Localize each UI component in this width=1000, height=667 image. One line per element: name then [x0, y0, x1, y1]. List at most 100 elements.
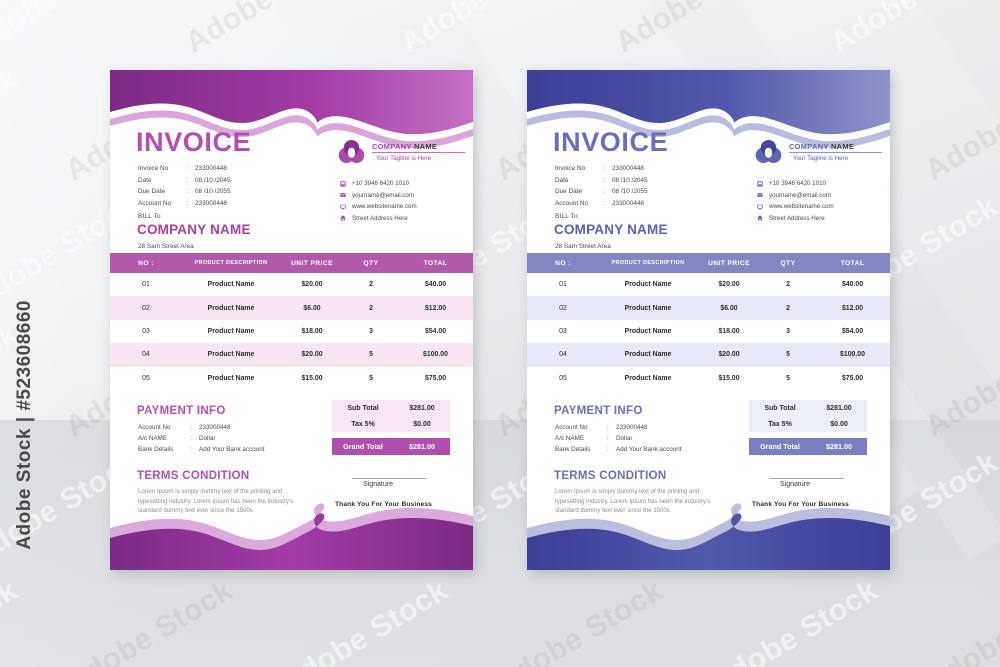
cell-no: 05 [142, 374, 150, 382]
cell-no: 05 [559, 374, 567, 382]
table-row[interactable]: 04 Product Name $20.00 5 $100.00 [110, 343, 473, 367]
watermark-text: Adobe Stock [395, 0, 574, 60]
contact-row[interactable]: Street Address Here [340, 213, 417, 225]
signature-label: Signature [363, 481, 393, 488]
cell-description: Product Name [207, 327, 255, 335]
website-icon [757, 204, 769, 210]
company-logo-icon [755, 140, 782, 163]
payment-info-list: Account No : 233000448 A/c NAME : Dollar… [138, 422, 264, 456]
company-name-divider [789, 152, 882, 153]
cell-description: Product Name [207, 304, 255, 312]
website-icon [757, 204, 763, 210]
watermark-text: Adobe Stock [0, 61, 24, 188]
invoice-meta: Invoice No : 233000448 Date : 08 /10 /20… [138, 163, 231, 209]
invoice-meta-row: Date : 08 /10 /2045 [138, 175, 231, 187]
signature-line [352, 478, 427, 479]
contact-row[interactable]: yourname@email.com [340, 190, 417, 202]
contact-text: +10 3946 6420 1010 [769, 180, 826, 188]
contact-text: yourname@email.com [769, 191, 831, 199]
contact-text: Street Address Here [352, 214, 408, 222]
watermark-text: Adobe Stock [0, 0, 144, 60]
tax-value: $0.00 [830, 420, 848, 428]
invoice-meta-row: Invoice No : 233000448 [138, 163, 231, 175]
payment-info-row: Account No : 233000448 [138, 422, 264, 433]
thank-you-message: Thank You For Your Business [752, 501, 849, 508]
payment-info-value: 233000448 [199, 424, 231, 431]
table-row[interactable]: 05 Product Name $15.00 5 $75.00 [110, 366, 473, 390]
payment-info-label: A/c NAME [555, 435, 585, 443]
contact-text: yourname@email.com [352, 191, 414, 199]
payment-info-value: Add Your Bank account [199, 446, 265, 454]
payment-info-title: PAYMENT INFO [137, 405, 226, 417]
cell-unit-price: $15.00 [718, 374, 740, 382]
payment-info-row: Bank Details : Add Your Bank account [138, 444, 264, 455]
cell-no: 03 [559, 327, 567, 335]
invoice-meta-separator: : [186, 199, 188, 207]
payment-info-separator: : [190, 435, 192, 443]
payment-info-label: Bank Details [555, 446, 591, 454]
contact-row[interactable]: +10 3946 6420 1010 [340, 178, 417, 190]
table-header-no: NO : [555, 259, 571, 267]
company-name-rest: NAME [411, 142, 438, 151]
invoice-meta-value: 08 /10 /2045 [612, 176, 648, 184]
contact-row[interactable]: www.websitename.com [757, 201, 834, 213]
payment-info-label: Account No [555, 424, 588, 431]
table-header-row: NO : PRODUCT DESCRIPTION UNIT PRICE QTY … [110, 253, 473, 273]
website-icon [340, 204, 346, 210]
payment-info-separator: : [190, 424, 192, 431]
table-row[interactable]: 02 Product Name $6.00 2 $12.00 [527, 296, 890, 320]
phone-icon [757, 181, 769, 187]
grand-total-label: Grand Total [760, 442, 800, 451]
table-row[interactable]: 03 Product Name $18.00 3 $54.00 [527, 319, 890, 344]
table-header-no: NO : [138, 259, 154, 267]
contact-row[interactable]: www.websitename.com [340, 201, 417, 213]
cell-qty: 5 [369, 374, 373, 382]
tax-label: Tax 5% [351, 420, 375, 428]
cell-qty: 2 [786, 304, 790, 312]
company-name: COMPANY NAME [372, 142, 437, 151]
contact-row[interactable]: yourname@email.com [757, 190, 834, 202]
subtotal-value: $281.00 [409, 404, 435, 412]
address-icon [340, 215, 346, 221]
subtotal-row: Sub Total $281.00 [749, 400, 867, 416]
page-title: INVOICE [553, 127, 669, 157]
terms-condition-title: TERMS CONDITION [137, 470, 250, 482]
invoice-meta-label: Account No [138, 199, 172, 207]
address-icon [340, 215, 352, 221]
table-row[interactable]: 01 Product Name $20.00 2 $40.00 [110, 273, 473, 297]
table-row[interactable]: 04 Product Name $20.00 5 $100.00 [527, 343, 890, 367]
watermark-text: Adobe Stock [180, 0, 359, 60]
table-row[interactable]: 03 Product Name $18.00 3 $54.00 [110, 319, 473, 344]
contact-row[interactable]: +10 3946 6420 1010 [757, 178, 834, 190]
bill-to-label: BILL To [555, 213, 578, 220]
invoice-meta-value: 233000448 [195, 165, 227, 172]
table-header-description: PRODUCT DESCRIPTION [194, 260, 268, 266]
grand-total-row: Grand Total $281.00 [749, 438, 867, 455]
cell-qty: 2 [369, 304, 373, 312]
table-header-total: TOTAL [423, 259, 448, 267]
cell-description: Product Name [207, 351, 255, 359]
contact-row[interactable]: Street Address Here [757, 213, 834, 225]
payment-info-row: Account No : 233000448 [555, 422, 681, 433]
watermark-text: Adobe Stock [610, 0, 789, 60]
subtotal-label: Sub Total [764, 404, 796, 412]
cell-no: 04 [142, 351, 150, 359]
company-logo [755, 139, 782, 171]
table-row[interactable]: 05 Product Name $15.00 5 $75.00 [527, 366, 890, 390]
invoice-meta-value: 08 /10 /2055 [612, 188, 648, 196]
phone-icon [757, 181, 763, 187]
table-row[interactable]: 01 Product Name $20.00 2 $40.00 [527, 273, 890, 297]
company-name: COMPANY NAME [789, 142, 854, 151]
invoice-meta-separator: : [186, 176, 188, 184]
cell-total: $54.00 [841, 327, 864, 335]
invoice-meta-label: Due Date [555, 188, 582, 196]
email-icon [340, 192, 352, 198]
invoice-meta-row: Due Date : 08 /10 /2055 [555, 186, 648, 198]
payment-info-separator: : [190, 446, 192, 454]
cell-unit-price: $15.00 [301, 374, 323, 382]
table-row[interactable]: 02 Product Name $6.00 2 $12.00 [110, 296, 473, 320]
cell-description: Product Name [207, 374, 255, 382]
tax-label: Tax 5% [768, 420, 792, 428]
invoice-meta-label: Date [555, 176, 569, 184]
tax-row: Tax 5% $0.00 [332, 416, 450, 432]
